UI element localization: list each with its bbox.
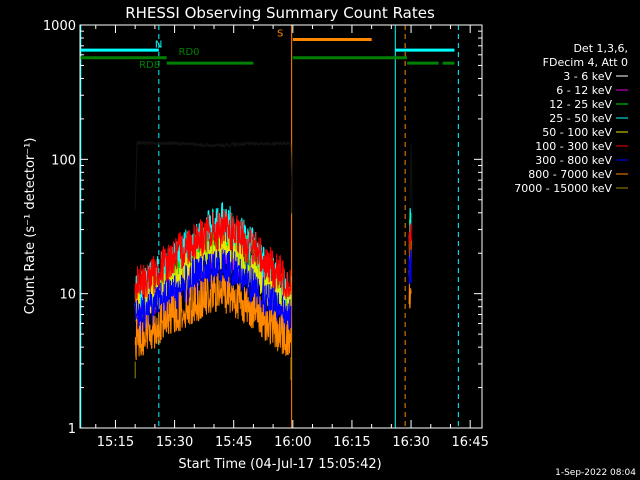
legend-header-0: Det 1,3,6, [573, 42, 628, 55]
series-line-5 [134, 209, 412, 305]
x-tick-label-3: 16:00 [274, 435, 311, 450]
x-axis-label: Start Time (04-Jul-17 15:05:42) [178, 457, 381, 472]
axes: 1 10 100 1000 15:15 15:30 15:45 16:00 16:15 16:30… [43, 19, 489, 450]
legend-label-7: 800 - 7000 keV [528, 168, 612, 181]
plot-frame [79, 24, 483, 429]
y-tick-label-3: 1000 [43, 19, 76, 34]
y-tick-label-2: 100 [51, 153, 76, 168]
legend-label-4: 50 - 100 keV [542, 126, 612, 139]
legend-label-5: 100 - 300 keV [535, 140, 612, 153]
x-tick-label-2: 15:45 [215, 435, 252, 450]
footer-date: 1-Sep-2022 08:04 [555, 468, 636, 478]
legend-header-1: FDecim 4, Att 0 [543, 56, 628, 69]
legend-label-3: 25 - 50 keV [549, 112, 612, 125]
plot-area: N S RD0 RD8 [80, 25, 459, 428]
x-tick-label-6: 16:45 [451, 435, 488, 450]
y-tick-label-1: 10 [59, 288, 76, 303]
flag-label-1: S [277, 29, 283, 40]
y-tick-label-0: 1 [68, 422, 76, 437]
series-line-0 [134, 139, 414, 250]
legend-label-6: 300 - 800 keV [535, 154, 612, 167]
flag-label-0: N [155, 39, 162, 50]
x-tick-label-1: 15:30 [156, 435, 193, 450]
y-axis-label: Count Rate (s⁻¹ detector⁻¹) [23, 138, 38, 315]
legend-label-2: 12 - 25 keV [549, 98, 612, 111]
x-tick-label-5: 16:30 [392, 435, 429, 450]
legend-label-1: 6 - 12 keV [556, 84, 612, 97]
flag-label-3: RD8 [139, 60, 160, 71]
chart-title: RHESSI Observing Summary Count Rates [125, 4, 435, 22]
x-tick-label-0: 15:15 [97, 435, 134, 450]
series-line-7 [134, 273, 412, 361]
flag-label-2: RD0 [179, 47, 200, 58]
legend-label-8: 7000 - 15000 keV [514, 182, 612, 195]
x-tick-label-4: 16:15 [333, 435, 370, 450]
series-line-8 [134, 357, 292, 381]
legend-label-0: 3 - 6 keV [563, 70, 612, 83]
